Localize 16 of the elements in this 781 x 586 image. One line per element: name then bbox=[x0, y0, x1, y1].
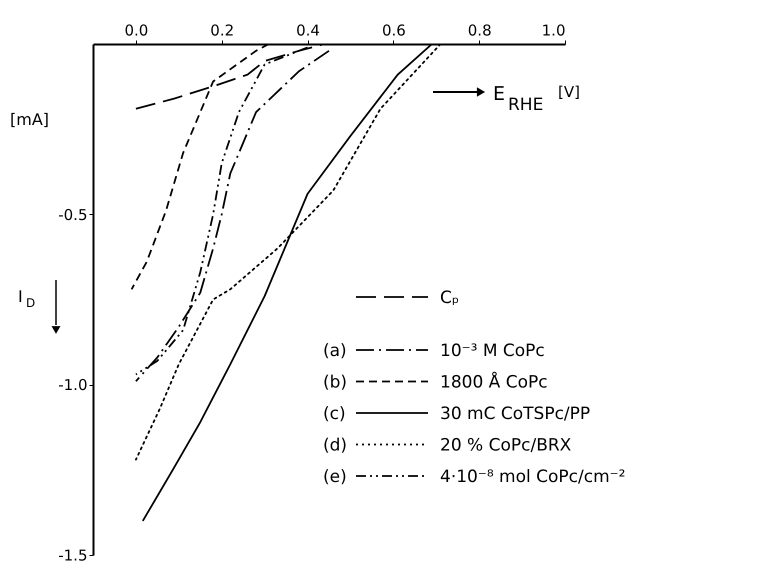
y-tick-label: -0.5 bbox=[58, 206, 88, 224]
x-tick-label: 0.2 bbox=[210, 22, 234, 40]
legend-label: Cₚ bbox=[440, 288, 460, 308]
text: (e) 4·10⁻⁸ mol CoPc/cm⁻² bbox=[323, 467, 626, 487]
text: [mA] bbox=[10, 110, 50, 129]
x-tick-label: 0.8 bbox=[468, 22, 492, 40]
text: (c) 30 mC CoTSPc/PP bbox=[323, 404, 590, 424]
text: (d) 20 % CoPc/BRX bbox=[323, 436, 572, 456]
x-tick-label: 1.0 bbox=[542, 22, 566, 40]
text: (b) 1800 Å CoPc bbox=[323, 372, 548, 392]
x-tick-label: 0.0 bbox=[124, 22, 148, 40]
y-tick-label: -1.0 bbox=[58, 376, 88, 394]
x-tick-label: 0.6 bbox=[382, 22, 406, 40]
y-tick-label: -1.5 bbox=[58, 546, 88, 564]
x-tick-label: 0.4 bbox=[296, 22, 320, 40]
text: (a) 10⁻³ M CoPc bbox=[323, 341, 545, 361]
